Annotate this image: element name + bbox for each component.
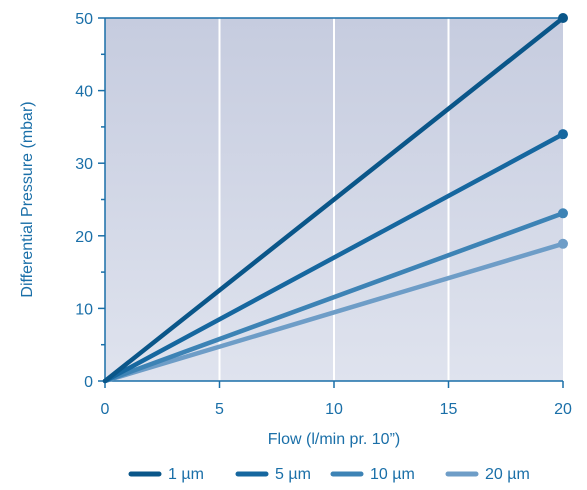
- axes: [98, 17, 564, 388]
- y-axis-label: Differential Pressure (mbar): [19, 101, 36, 297]
- x-tick-label: 10: [325, 401, 343, 418]
- series-line: [102, 131, 566, 384]
- series-end-marker: [558, 238, 568, 249]
- tick-labels: 0 10 20 30 40 50 0 5 10 15 20: [75, 11, 572, 418]
- legend-label: 20 µm: [485, 466, 530, 483]
- y-tick-label: 20: [75, 229, 93, 246]
- y-tick-label: 0: [84, 374, 93, 391]
- x-tick-label: 20: [554, 401, 572, 418]
- series-line: [102, 15, 566, 384]
- series-lines: [102, 13, 568, 384]
- x-tick-label: 5: [215, 401, 224, 418]
- y-tick-label: 10: [75, 301, 93, 318]
- series-end-marker: [558, 129, 568, 140]
- x-tick-label: 0: [101, 401, 110, 418]
- y-tick-label: 40: [75, 84, 93, 101]
- legend-label: 10 µm: [370, 466, 415, 483]
- legend-label: 1 µm: [168, 466, 204, 483]
- legend: 1 µm 5 µm 10 µm 20 µm: [128, 466, 530, 483]
- x-axis-label: Flow (l/min pr. 10”): [268, 431, 400, 448]
- x-tick-label: 15: [440, 401, 458, 418]
- series-end-marker: [558, 13, 568, 23]
- series-end-marker: [558, 208, 568, 219]
- legend-label: 5 µm: [275, 466, 311, 483]
- y-tick-label: 50: [75, 11, 93, 28]
- y-tick-label: 30: [75, 156, 93, 173]
- series-line: [102, 241, 566, 384]
- series-line: [102, 211, 566, 384]
